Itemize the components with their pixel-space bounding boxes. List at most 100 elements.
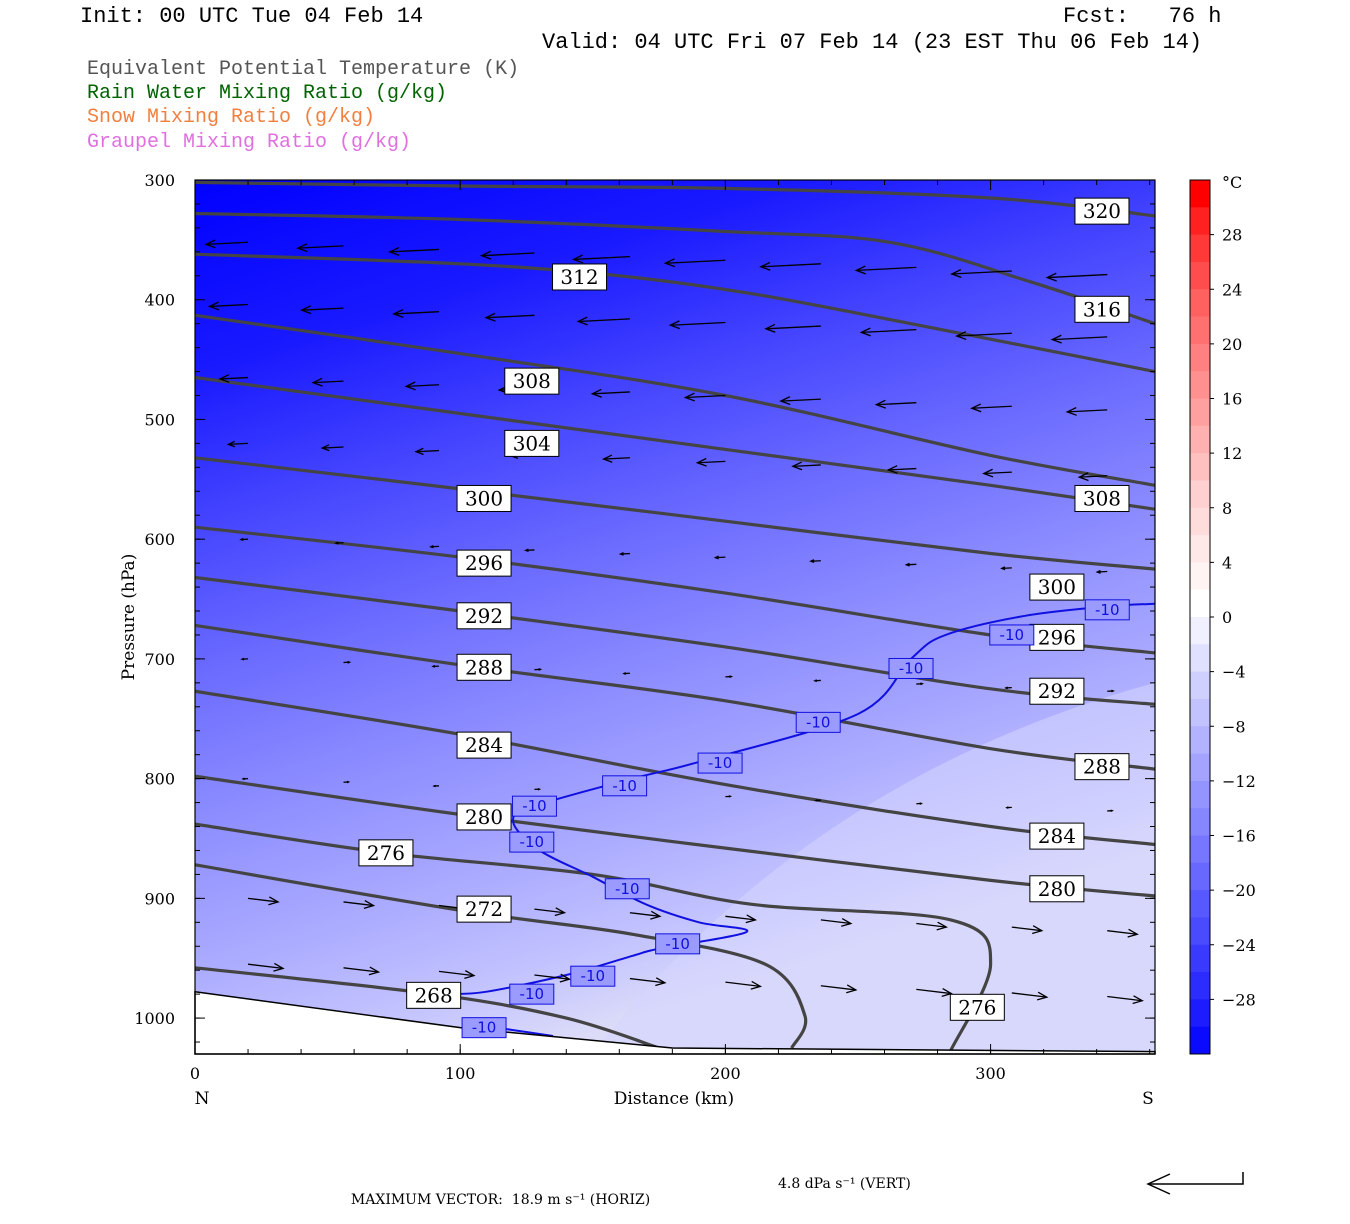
svg-text:320: 320 — [1083, 199, 1121, 223]
colorbar-band — [1190, 480, 1210, 508]
temperature-label: -10 — [889, 658, 933, 678]
colorbar-band — [1190, 1027, 1210, 1055]
temperature-label: -10 — [1085, 600, 1129, 620]
theta-e-label-268: 268 — [407, 982, 461, 1008]
wind-vector — [243, 778, 248, 779]
svg-text:276: 276 — [367, 841, 405, 865]
temperature-label: -10 — [990, 625, 1034, 645]
svg-text:280: 280 — [1038, 877, 1076, 901]
colorbar-label: −16 — [1222, 827, 1256, 846]
svg-text:300: 300 — [465, 486, 503, 510]
svg-text:-10: -10 — [708, 754, 733, 772]
colorbar-band — [1190, 399, 1210, 427]
y-tick-label: 400 — [144, 291, 175, 310]
colorbar-label: 16 — [1222, 390, 1242, 409]
temperature-label: -10 — [656, 934, 700, 954]
svg-text:308: 308 — [513, 369, 551, 393]
theta-e-label-280: 280 — [1030, 876, 1084, 902]
colorbar-label: 24 — [1222, 280, 1242, 299]
colorbar-band — [1190, 999, 1210, 1027]
theta-e-label-296: 296 — [457, 550, 511, 576]
x-axis-label: Distance (km) — [614, 1089, 734, 1109]
y-tick-label: 1000 — [134, 1009, 175, 1028]
svg-text:304: 304 — [513, 431, 551, 455]
colorbar-label: 0 — [1222, 608, 1232, 627]
y-tick-label: 800 — [144, 770, 175, 789]
wind-vector — [1007, 807, 1012, 808]
svg-text:-10: -10 — [806, 713, 831, 731]
svg-text:-10: -10 — [472, 1019, 497, 1037]
svg-text:296: 296 — [1038, 625, 1076, 649]
colorbar-band — [1190, 836, 1210, 864]
colorbar-label: −4 — [1222, 663, 1246, 682]
colorbar-band — [1190, 453, 1210, 481]
svg-text:268: 268 — [415, 983, 453, 1007]
temperature-label: -10 — [462, 1018, 506, 1038]
x-tick-label: 0 — [190, 1064, 200, 1083]
temperature-label: -10 — [512, 796, 556, 816]
svg-text:272: 272 — [465, 897, 503, 921]
colorbar-band — [1190, 644, 1210, 672]
colorbar-label: −12 — [1222, 772, 1256, 791]
colorbar-label: 28 — [1222, 226, 1242, 245]
colorbar-band — [1190, 317, 1210, 345]
colorbar-label: 20 — [1222, 335, 1242, 354]
colorbar-band — [1190, 699, 1210, 727]
colorbar-band — [1190, 863, 1210, 891]
colorbar-band — [1190, 508, 1210, 536]
colorbar-band — [1190, 672, 1210, 700]
colorbar-band — [1190, 890, 1210, 918]
svg-text:276: 276 — [958, 995, 996, 1019]
colorbar-band — [1190, 781, 1210, 809]
svg-text:-10: -10 — [665, 935, 690, 953]
temperature-label: -10 — [698, 753, 742, 773]
theta-e-label-292: 292 — [457, 603, 511, 629]
svg-text:-10: -10 — [1000, 626, 1025, 644]
colorbar-band — [1190, 945, 1210, 973]
colorbar-band — [1190, 180, 1210, 208]
colorbar-band — [1190, 726, 1210, 754]
colorbar-band — [1190, 562, 1210, 590]
wind-vector — [1107, 810, 1112, 811]
temperature-label: -10 — [796, 712, 840, 732]
colorbar-band — [1190, 235, 1210, 263]
theta-e-label-320: 320 — [1075, 198, 1129, 224]
svg-text:280: 280 — [465, 805, 503, 829]
svg-text:316: 316 — [1083, 297, 1121, 321]
svg-text:284: 284 — [1038, 824, 1076, 848]
max-vector-label: MAXIMUM VECTOR: — [351, 1192, 503, 1208]
y-tick-label: 500 — [144, 410, 175, 429]
wind-vector — [816, 800, 821, 801]
svg-text:312: 312 — [560, 265, 598, 289]
colorbar-band — [1190, 754, 1210, 782]
colorbar-label: −20 — [1222, 881, 1256, 900]
wind-vector — [534, 789, 539, 790]
south-label: S — [1142, 1089, 1154, 1109]
wind-vector — [344, 781, 349, 782]
colorbar-unit: °C — [1222, 173, 1242, 192]
colorbar-band — [1190, 917, 1210, 945]
colorbar-band — [1190, 972, 1210, 1000]
wind-vector — [725, 796, 730, 797]
svg-text:296: 296 — [465, 551, 503, 575]
svg-text:-10: -10 — [899, 659, 924, 677]
temperature-label: -10 — [571, 966, 615, 986]
colorbar-band — [1190, 808, 1210, 836]
theta-e-label-288: 288 — [1075, 754, 1129, 780]
wind-vector — [434, 785, 439, 786]
theta-e-label-284: 284 — [1030, 823, 1084, 849]
colorbar-label: 4 — [1222, 553, 1232, 572]
max-vector-vert: 4.8 dPa s⁻¹ (VERT) — [778, 1176, 911, 1192]
svg-text:-10: -10 — [1095, 601, 1120, 619]
svg-text:284: 284 — [465, 733, 503, 757]
theta-e-label-288: 288 — [457, 654, 511, 680]
svg-text:-10: -10 — [520, 985, 545, 1003]
north-label: N — [195, 1089, 210, 1109]
theta-e-label-308: 308 — [1075, 485, 1129, 511]
theta-e-label-276: 276 — [359, 840, 413, 866]
theta-e-label-304: 304 — [505, 430, 559, 456]
colorbar-band — [1190, 371, 1210, 399]
y-tick-label: 900 — [144, 889, 175, 908]
svg-text:288: 288 — [1083, 755, 1121, 779]
